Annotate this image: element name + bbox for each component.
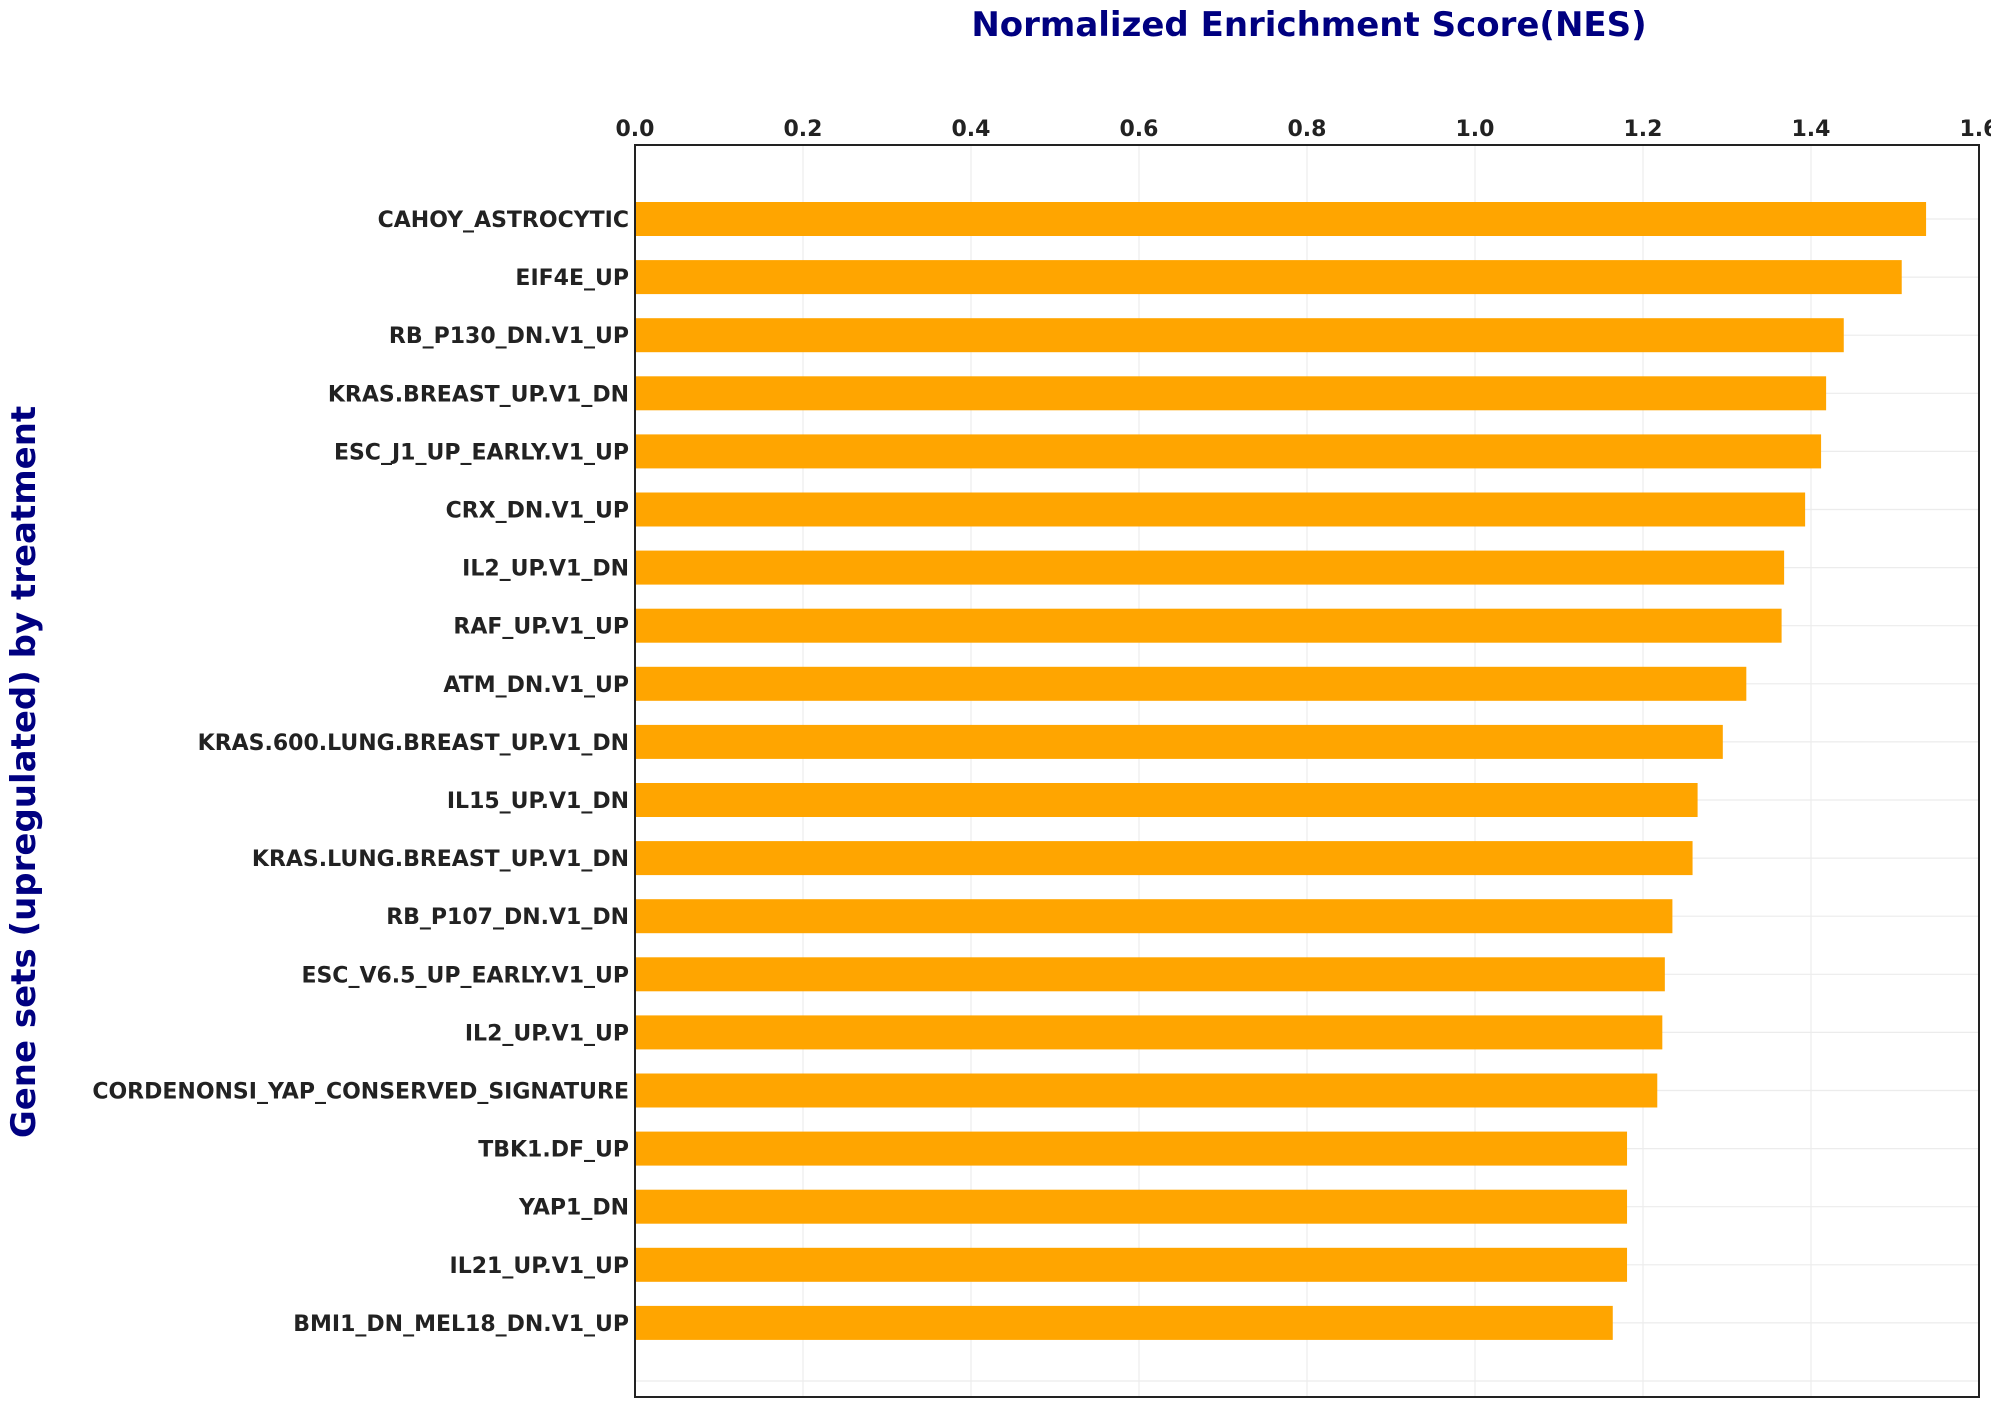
category-label: CAHOY_ASTROCYTIC: [378, 208, 629, 233]
category-label: ATM_DN.V1_UP: [443, 673, 629, 698]
x-tick-labels: 0.0 0.2 0.4 0.6 0.8 1.0 1.2 1.4 1.6: [616, 117, 1991, 142]
category-label: ESC_J1_UP_EARLY.V1_UP: [334, 440, 629, 465]
chart-title: Normalized Enrichment Score(NES): [971, 5, 1646, 45]
bar: [635, 724, 1723, 759]
plot-frame: [634, 144, 1980, 1398]
bar: [635, 783, 1698, 817]
category-label: ESC_V6.5_UP_EARLY.V1_UP: [301, 963, 629, 988]
x-tick-label: 1.6: [1960, 117, 1991, 142]
category-labels: CAHOY_ASTROCYTIC EIF4E_UP RB_P130_DN.V1_UP…: [92, 208, 629, 1337]
bar: [635, 550, 1785, 585]
category-label: IL15_UP.V1_DN: [447, 789, 629, 814]
bar: [635, 899, 1673, 934]
category-label: KRAS.LUNG.BREAST_UP.V1_DN: [252, 847, 629, 872]
category-label: RB_P130_DN.V1_UP: [389, 324, 629, 349]
bar: [635, 260, 1902, 295]
bar: [635, 318, 1844, 353]
category-label: IL21_UP.V1_UP: [450, 1254, 629, 1279]
x-tick-label: 0.2: [784, 117, 823, 142]
category-label: RB_P107_DN.V1_DN: [386, 905, 629, 930]
bar: [635, 608, 1782, 643]
bar: [635, 666, 1747, 701]
x-tick-label: 0.4: [952, 117, 991, 142]
x-tick-label: 1.0: [1456, 117, 1495, 142]
bar: [635, 376, 1827, 411]
category-label: KRAS.BREAST_UP.V1_DN: [328, 382, 629, 407]
bar: [635, 957, 1665, 992]
y-axis-title: Gene sets (upregulated) by treatment: [4, 406, 44, 1138]
category-label: IL2_UP.V1_UP: [465, 1021, 629, 1046]
bar: [635, 1189, 1628, 1224]
category-label: BMI1_DN_MEL18_DN.V1_UP: [293, 1312, 629, 1337]
bar: [635, 202, 1927, 236]
x-tick-label: 0.8: [1288, 117, 1327, 142]
bars-layer: [635, 202, 1927, 1340]
x-tick-label: 0.6: [1120, 117, 1159, 142]
category-label: EIF4E_UP: [515, 266, 629, 291]
bar: [635, 1305, 1613, 1340]
bar: [635, 1073, 1658, 1108]
bar: [635, 492, 1806, 527]
bar: [635, 1247, 1628, 1282]
x-tick-label: 1.2: [1624, 117, 1663, 142]
bar: [635, 1131, 1628, 1166]
x-tick-label: 1.4: [1792, 117, 1831, 142]
category-label: YAP1_DN: [518, 1196, 629, 1221]
category-label: KRAS.600.LUNG.BREAST_UP.V1_DN: [198, 731, 629, 756]
bar: [635, 841, 1693, 876]
category-label: CRX_DN.V1_UP: [446, 499, 629, 524]
x-tick-label: 0.0: [616, 117, 655, 142]
category-label: IL2_UP.V1_DN: [462, 557, 629, 582]
category-label: RAF_UP.V1_UP: [453, 615, 629, 640]
bar: [635, 434, 1822, 469]
category-label: TBK1.DF_UP: [478, 1138, 629, 1163]
bar: [635, 1015, 1663, 1050]
category-label: CORDENONSI_YAP_CONSERVED_SIGNATURE: [92, 1080, 629, 1105]
